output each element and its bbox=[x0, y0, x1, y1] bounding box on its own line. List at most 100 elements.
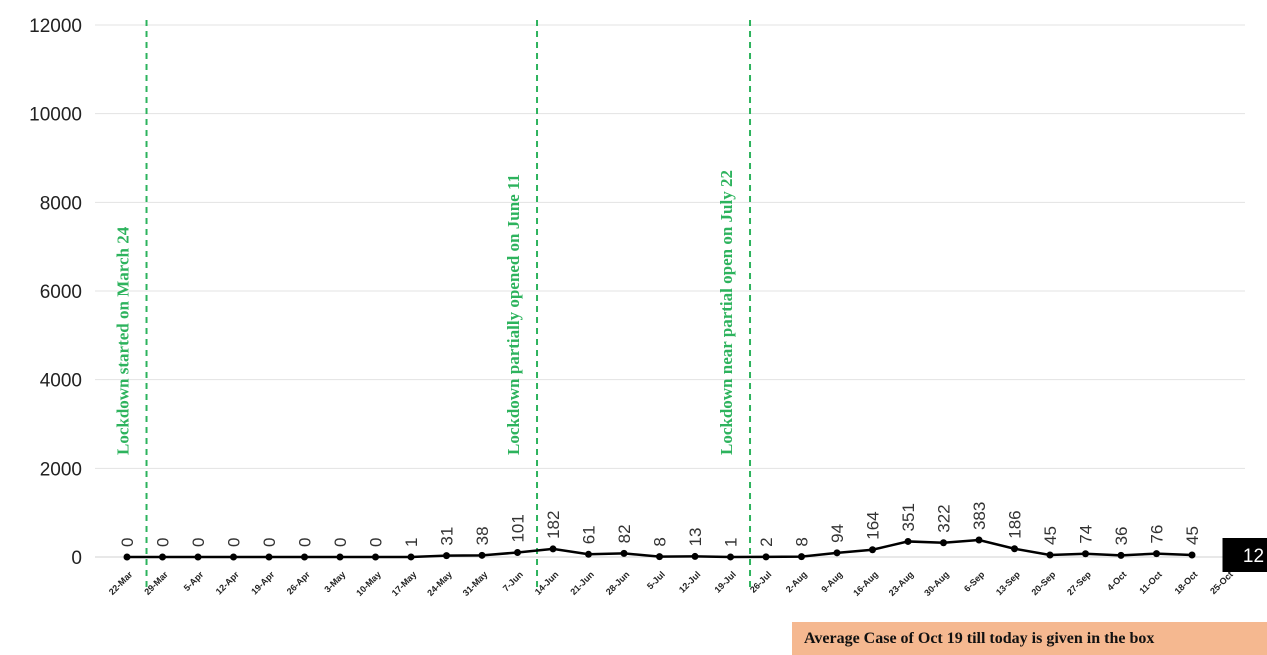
y-tick-label: 0 bbox=[71, 548, 82, 569]
data-point bbox=[620, 549, 628, 557]
data-point bbox=[265, 553, 273, 561]
data-point bbox=[904, 537, 912, 545]
x-tick-label: 20-Sep bbox=[1029, 569, 1057, 597]
data-point bbox=[727, 553, 734, 561]
x-tick-label: 7-Jun bbox=[501, 569, 525, 593]
data-label: 74 bbox=[1077, 525, 1096, 544]
data-label: 36 bbox=[1112, 526, 1131, 545]
data-point bbox=[585, 550, 592, 558]
data-point bbox=[1046, 551, 1054, 559]
y-tick-label: 4000 bbox=[40, 371, 82, 392]
data-label: 1 bbox=[722, 537, 741, 546]
data-label: 0 bbox=[331, 538, 350, 547]
data-label: 13 bbox=[686, 528, 705, 547]
data-point bbox=[372, 553, 379, 561]
x-tick-label: 13-Sep bbox=[994, 569, 1022, 597]
average-box-value: 12 bbox=[1243, 546, 1264, 567]
y-tick-label: 6000 bbox=[40, 282, 82, 303]
x-tick-label: 24-May bbox=[425, 569, 454, 598]
y-tick-label: 8000 bbox=[40, 193, 82, 214]
y-axis: 0 2000 4000 6000 8000 10000 12000 bbox=[29, 16, 82, 569]
y-tick-label: 2000 bbox=[40, 459, 82, 480]
data-point bbox=[159, 553, 166, 561]
data-point bbox=[798, 553, 805, 561]
annotation-text: Lockdown near partial open on July 22 bbox=[717, 170, 736, 455]
data-label: 101 bbox=[509, 514, 528, 542]
data-point bbox=[1188, 551, 1196, 559]
x-tick-label: 2-Aug bbox=[784, 569, 809, 594]
data-label: 0 bbox=[296, 538, 315, 547]
data-label: 164 bbox=[864, 511, 883, 539]
data-label: 351 bbox=[899, 503, 918, 531]
data-point bbox=[194, 553, 202, 561]
data-label: 1 bbox=[402, 537, 421, 546]
x-tick-label: 22-Mar bbox=[107, 569, 135, 597]
data-label: 8 bbox=[651, 537, 670, 546]
average-box-rect bbox=[1222, 538, 1267, 572]
x-tick-label: 9-Aug bbox=[819, 569, 844, 594]
x-tick-label: 17-May bbox=[390, 569, 419, 598]
x-tick-label: 26-Jul bbox=[748, 569, 773, 594]
data-label: 322 bbox=[935, 504, 954, 532]
y-tick-label: 10000 bbox=[29, 105, 82, 126]
data-label: 76 bbox=[1148, 525, 1167, 544]
data-point bbox=[869, 546, 876, 554]
x-axis: 22-Mar 29-Mar 5-Apr 12-Apr 19-Apr 26-Apr 3-May… bbox=[107, 569, 1235, 598]
data-label: 0 bbox=[260, 538, 279, 547]
x-tick-label: 5-Jul bbox=[645, 569, 667, 591]
data-point bbox=[1153, 550, 1160, 558]
data-label: 182 bbox=[544, 511, 563, 539]
data-label: 45 bbox=[1041, 526, 1060, 545]
x-tick-label: 23-Aug bbox=[887, 569, 916, 598]
data-point bbox=[975, 536, 983, 544]
data-point bbox=[407, 553, 415, 561]
x-tick-label: 10-May bbox=[354, 569, 383, 598]
data-point bbox=[230, 553, 237, 561]
data-label: 61 bbox=[580, 525, 599, 544]
data-point bbox=[301, 553, 308, 561]
x-tick-label: 19-Jul bbox=[712, 569, 737, 594]
x-tick-label: 6-Sep bbox=[962, 569, 987, 594]
data-label: 0 bbox=[154, 538, 173, 547]
average-note: Average Case of Oct 19 till today is giv… bbox=[792, 622, 1267, 655]
data-point bbox=[1117, 551, 1125, 559]
x-tick-label: 12-Apr bbox=[214, 569, 242, 597]
x-tick-label: 30-Aug bbox=[922, 569, 951, 598]
gridlines bbox=[95, 24, 1245, 558]
x-tick-label: 3-May bbox=[322, 569, 347, 594]
x-tick-label: 28-Jun bbox=[604, 569, 632, 597]
data-point bbox=[833, 549, 841, 557]
x-tick-label: 31-May bbox=[461, 569, 490, 598]
x-tick-label: 11-Oct bbox=[1137, 569, 1164, 596]
data-point bbox=[1011, 545, 1018, 553]
data-labels: 0 0 0 0 0 0 0 0 1 31 38 101 182 61 82 8 13 1 2 8 94 164 351 322… bbox=[118, 502, 1202, 547]
x-tick-label: 27-Sep bbox=[1065, 569, 1093, 597]
data-label: 186 bbox=[1006, 510, 1025, 538]
x-tick-label: 25-Oct bbox=[1208, 569, 1235, 596]
data-label: 0 bbox=[118, 538, 137, 547]
x-tick-label: 12-Jul bbox=[677, 569, 702, 594]
lockdown-annotations: Lockdown started on March 24 Lockdown par… bbox=[114, 20, 752, 590]
x-tick-label: 5-Apr bbox=[182, 569, 206, 593]
x-tick-label: 4-Oct bbox=[1105, 569, 1128, 592]
data-label: 0 bbox=[189, 538, 208, 547]
data-point bbox=[443, 552, 450, 560]
data-point bbox=[691, 552, 699, 560]
data-point bbox=[336, 553, 344, 561]
data-label: 45 bbox=[1183, 526, 1202, 545]
data-point bbox=[1082, 550, 1089, 558]
data-point bbox=[123, 553, 131, 561]
x-tick-label: 26-Apr bbox=[285, 569, 313, 597]
x-tick-label: 19-Apr bbox=[249, 569, 277, 597]
data-label: 0 bbox=[225, 538, 244, 547]
data-point bbox=[762, 553, 770, 561]
x-tick-label: 16-Aug bbox=[851, 569, 880, 598]
data-point bbox=[656, 553, 663, 561]
data-point bbox=[478, 551, 486, 559]
y-tick-label: 12000 bbox=[29, 16, 82, 37]
data-label: 31 bbox=[438, 527, 457, 546]
annotation-text: Lockdown partially opened on June 11 bbox=[504, 174, 523, 455]
x-tick-label: 18-Oct bbox=[1173, 569, 1200, 596]
data-label: 8 bbox=[793, 537, 812, 546]
